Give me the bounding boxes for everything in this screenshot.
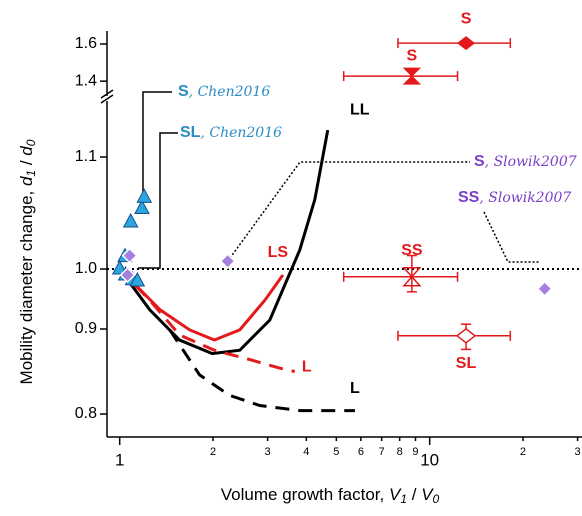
annotation-name: S bbox=[474, 153, 485, 170]
y-axis-title: Mobility diameter change, d1 / d0 bbox=[17, 139, 38, 384]
leader-line bbox=[142, 91, 172, 193]
annotation-citation: , Chen2016 bbox=[200, 125, 282, 141]
annotation-citation: , Slowik2007 bbox=[485, 154, 577, 170]
leader-line bbox=[229, 161, 470, 259]
y-tick-label: 1.4 bbox=[75, 72, 97, 89]
annotation-name: SL bbox=[180, 124, 201, 141]
point-label: SL bbox=[456, 355, 477, 372]
annotation-citation: , Slowik2007 bbox=[479, 190, 571, 206]
triangle-marker bbox=[122, 212, 139, 228]
y-axis-title-sub: 0 bbox=[24, 139, 38, 146]
bowtie-marker bbox=[402, 67, 422, 85]
x-tick-label: 10 bbox=[420, 450, 439, 469]
curve-label: L bbox=[350, 380, 360, 397]
x-tick-label: 6 bbox=[358, 446, 364, 458]
diamond-marker bbox=[455, 327, 477, 344]
x-axis-title-sub: 1 bbox=[400, 492, 407, 506]
annotation: S, Chen2016 bbox=[178, 83, 270, 100]
x-tick-label: 9 bbox=[412, 446, 418, 458]
curve-label: LL bbox=[350, 101, 370, 118]
diamond-marker bbox=[119, 266, 136, 284]
curve bbox=[118, 129, 330, 356]
leader-line bbox=[483, 211, 540, 263]
y-tick-label: 0.8 bbox=[75, 405, 97, 422]
x-axis-title-text: Volume growth factor, bbox=[221, 485, 389, 504]
y-tick-label: 1.6 bbox=[75, 35, 97, 52]
x-tick-label: 5 bbox=[333, 446, 339, 458]
triangle-marker bbox=[129, 271, 146, 287]
y-tick-label: 0.9 bbox=[75, 320, 97, 337]
curve bbox=[118, 267, 296, 373]
x-tick-label: 1 bbox=[115, 450, 124, 469]
annotation: SS, Slowik2007 bbox=[458, 189, 571, 206]
x-tick-label: 4 bbox=[303, 446, 309, 458]
x-axis-title-sep: / bbox=[407, 485, 421, 504]
y-axis-title-text: Mobility diameter change, bbox=[17, 186, 36, 384]
axis-break bbox=[100, 94, 114, 104]
diamond-marker bbox=[121, 247, 138, 264]
annotation: S, Slowik2007 bbox=[474, 153, 577, 170]
x-axis-title: Volume growth factor, V1 / V0 bbox=[221, 485, 440, 506]
x-tick-label: 3 bbox=[575, 446, 581, 458]
diamond-marker bbox=[457, 36, 476, 51]
y-axis-title-sub: 1 bbox=[24, 170, 38, 177]
x-axis-title-var: V bbox=[421, 485, 434, 504]
triangle-marker bbox=[136, 188, 153, 203]
x-axis-title-sub: 0 bbox=[433, 492, 440, 506]
point-label: S bbox=[461, 10, 472, 27]
point-label: SS bbox=[401, 242, 423, 259]
diamond-marker bbox=[536, 280, 553, 297]
x-tick-label: 2 bbox=[210, 446, 216, 458]
y-axis-title-sep: / bbox=[17, 156, 36, 170]
curve bbox=[118, 267, 285, 342]
x-tick-label: 7 bbox=[379, 446, 385, 458]
diamond-marker bbox=[219, 253, 236, 270]
x-tick-label: 3 bbox=[265, 446, 271, 458]
annotation-name: SS bbox=[458, 189, 480, 206]
y-axis-title-var: d bbox=[17, 146, 36, 156]
annotation: SL, Chen2016 bbox=[180, 124, 282, 141]
curve-label: L bbox=[302, 359, 312, 376]
x-axis-title-var: V bbox=[389, 485, 402, 504]
axis-break bbox=[100, 89, 114, 99]
triangle-marker bbox=[134, 199, 150, 215]
curve-label: LS bbox=[268, 244, 289, 261]
y-tick-label: 1.0 bbox=[75, 260, 97, 277]
y-tick-label: 1.1 bbox=[75, 148, 97, 165]
x-tick-label: 2 bbox=[520, 446, 526, 458]
point-label: S bbox=[407, 47, 418, 64]
curve bbox=[168, 329, 355, 413]
bowtie-marker bbox=[402, 267, 422, 287]
y-axis-title-var: d bbox=[17, 176, 36, 186]
annotation-name: S bbox=[178, 83, 189, 100]
x-tick-label: 8 bbox=[397, 446, 403, 458]
annotation-citation: , Chen2016 bbox=[189, 84, 271, 100]
